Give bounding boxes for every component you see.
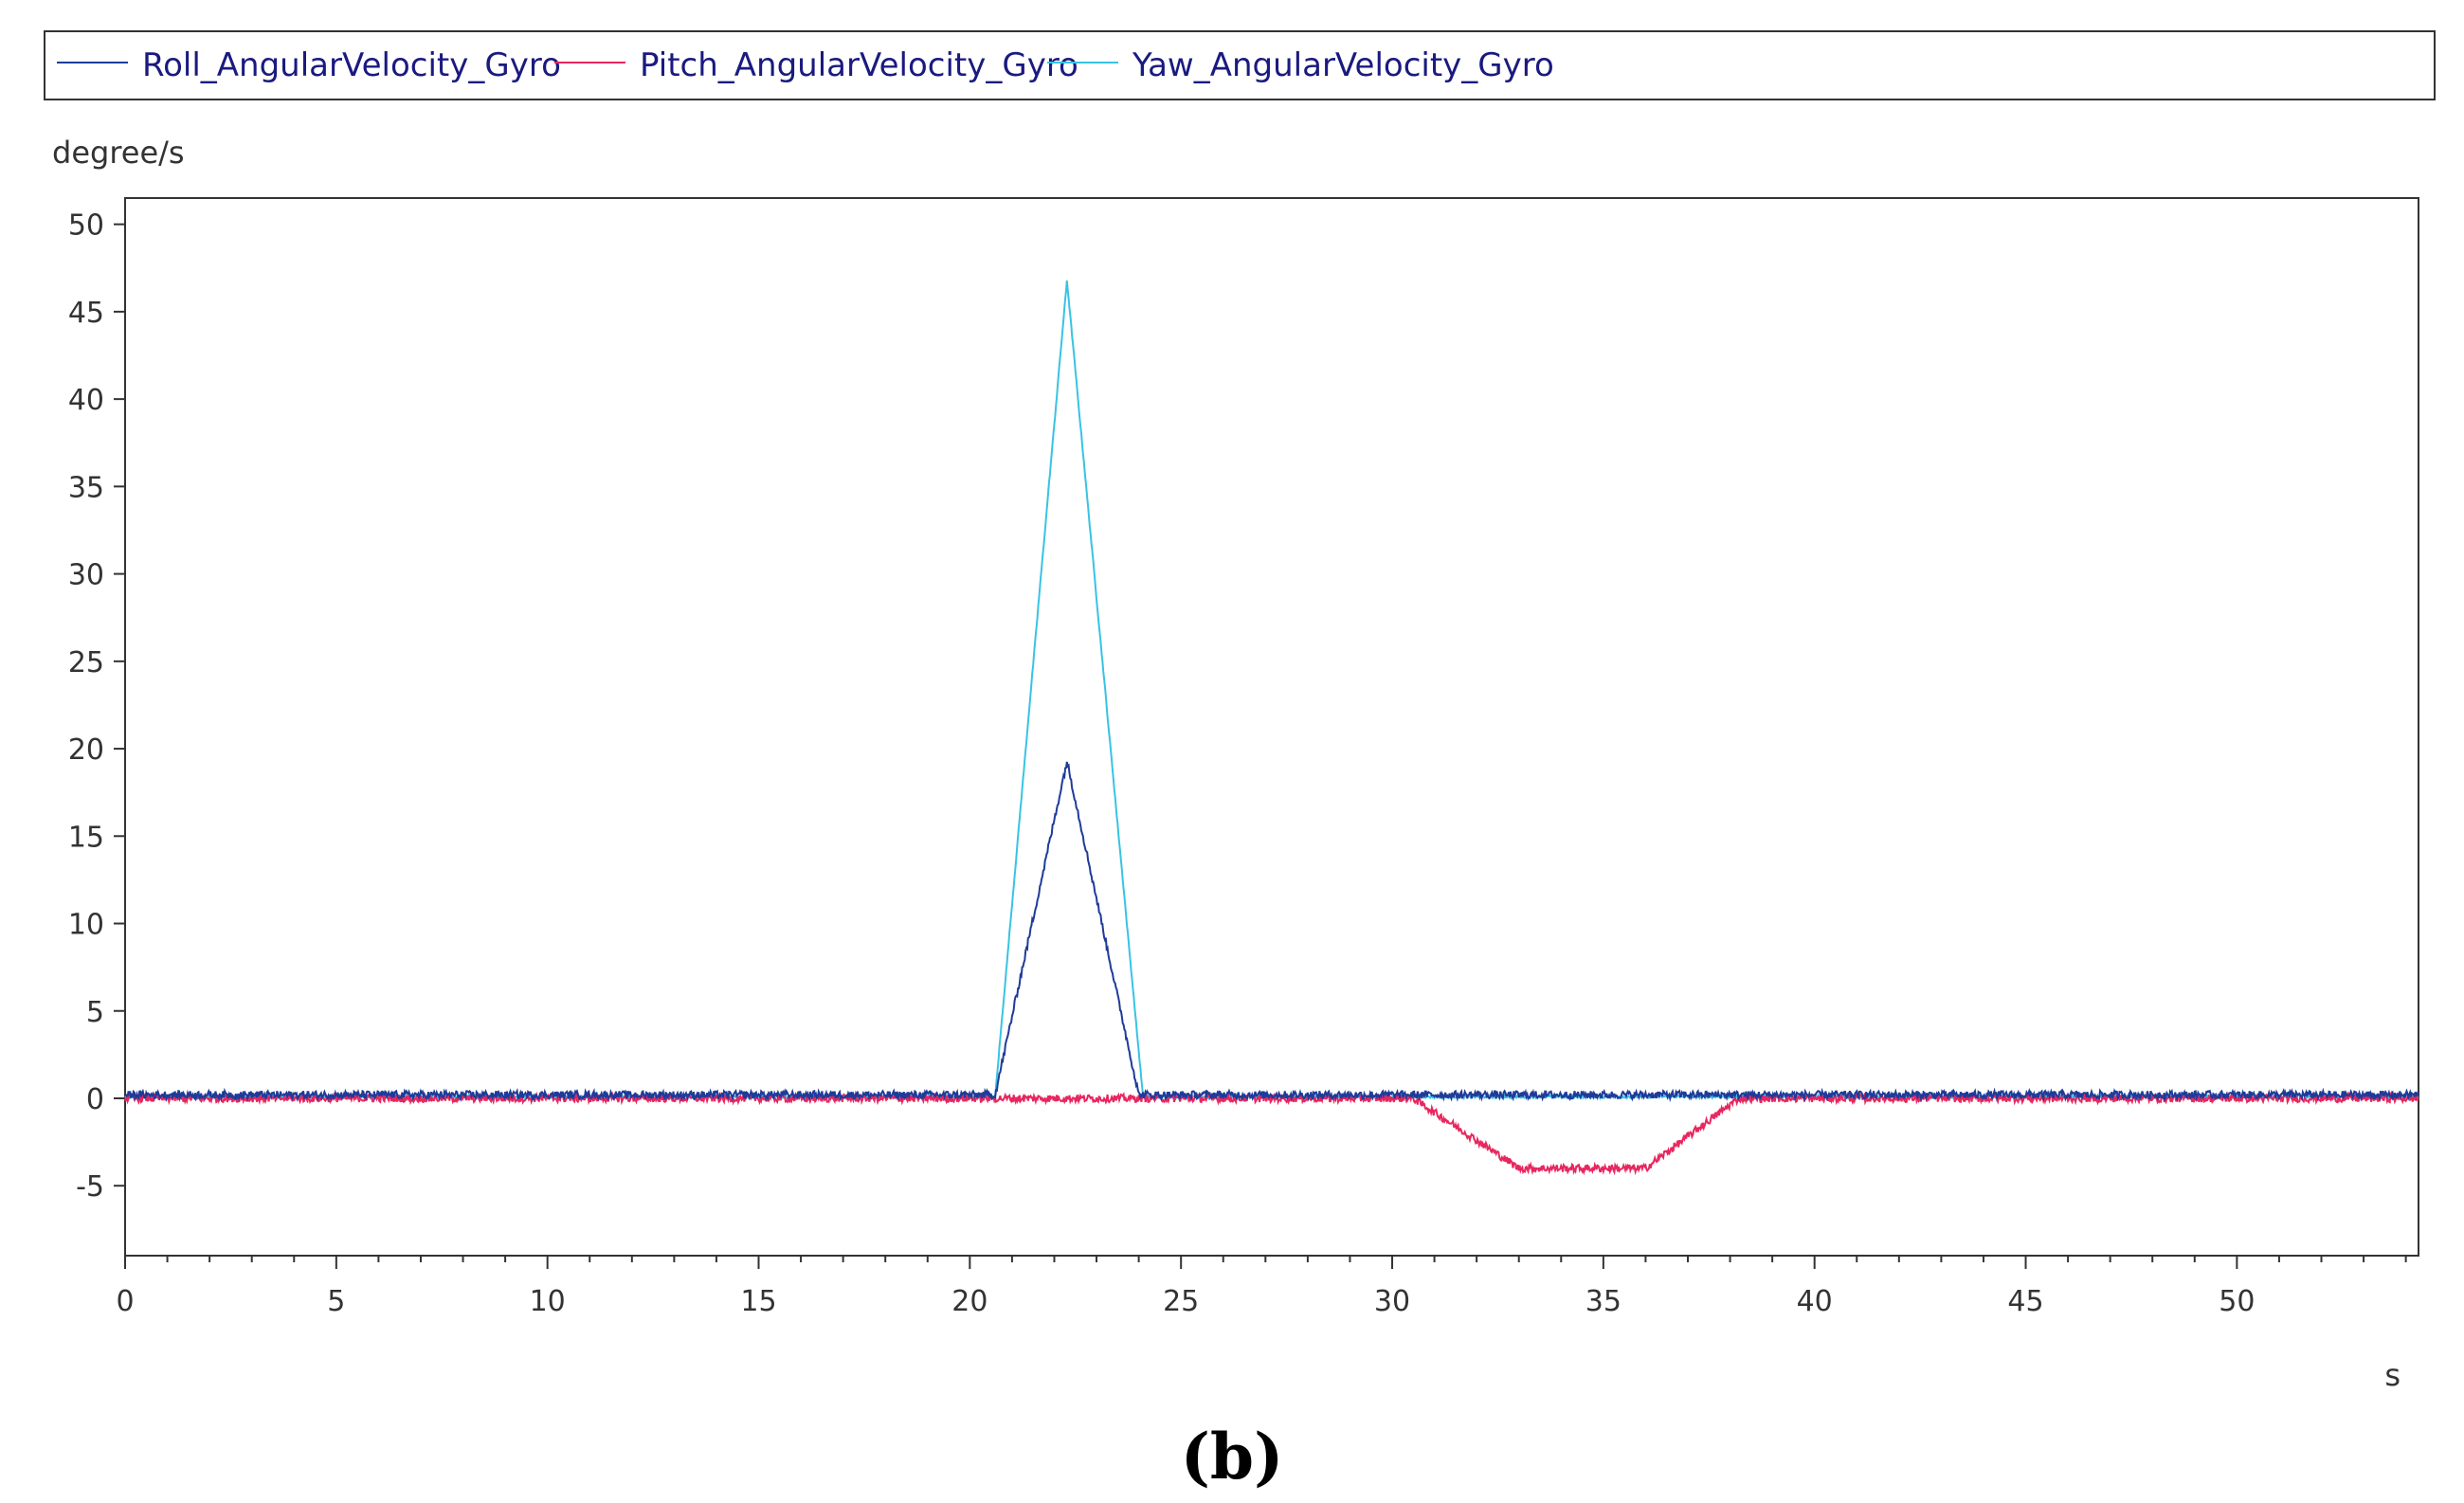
legend-label: Roll_AngularVelocity_Gyro	[142, 46, 561, 84]
plot-frame	[124, 197, 2419, 1257]
y-tick-label: 0	[86, 1083, 104, 1116]
x-tick-label: 50	[2219, 1285, 2255, 1318]
y-tick-label: 50	[68, 209, 104, 243]
x-tick-label: 5	[327, 1285, 345, 1318]
x-tick-label: 30	[1374, 1285, 1410, 1318]
y-tick-label: -5	[76, 1170, 104, 1204]
legend-label: Pitch_AngularVelocity_Gyro	[640, 46, 1078, 84]
x-tick-label: 15	[740, 1285, 776, 1318]
y-tick-label: 5	[86, 996, 104, 1029]
x-tick-label: 45	[2007, 1285, 2043, 1318]
x-tick-label: 35	[1585, 1285, 1622, 1318]
series-line-roll-angularvelocity-gyro	[124, 761, 2419, 1103]
y-axis-unit-label: degree/s	[52, 135, 185, 171]
x-tick-label: 20	[951, 1285, 987, 1318]
y-tick-label: 25	[68, 646, 104, 679]
legend: Roll_AngularVelocity_Gyro Pitch_AngularVe…	[57, 46, 1554, 84]
figure-caption: (b)	[1181, 1420, 1284, 1494]
x-axis-unit-label: s	[2384, 1357, 2401, 1393]
x-tick-label: 40	[1797, 1285, 1833, 1318]
x-tick-label: 0	[116, 1285, 134, 1318]
y-tick-label: 40	[68, 384, 104, 417]
x-tick-label: 25	[1163, 1285, 1199, 1318]
y-tick-label: 30	[68, 559, 104, 592]
legend-box	[44, 30, 2436, 100]
legend-label: Yaw_AngularVelocity_Gyro	[1132, 46, 1554, 84]
y-tick-label: 45	[68, 297, 104, 330]
series-lines	[124, 280, 2419, 1176]
y-tick-label: 35	[68, 471, 104, 504]
x-tick-label: 10	[530, 1285, 566, 1318]
y-tick-label: 20	[68, 733, 104, 767]
x-axis-ticks: 0 5 10 15 20 25 30 35 40 45 50	[116, 1256, 2407, 1318]
y-tick-label: 15	[68, 821, 104, 854]
y-tick-label: 10	[68, 909, 104, 942]
